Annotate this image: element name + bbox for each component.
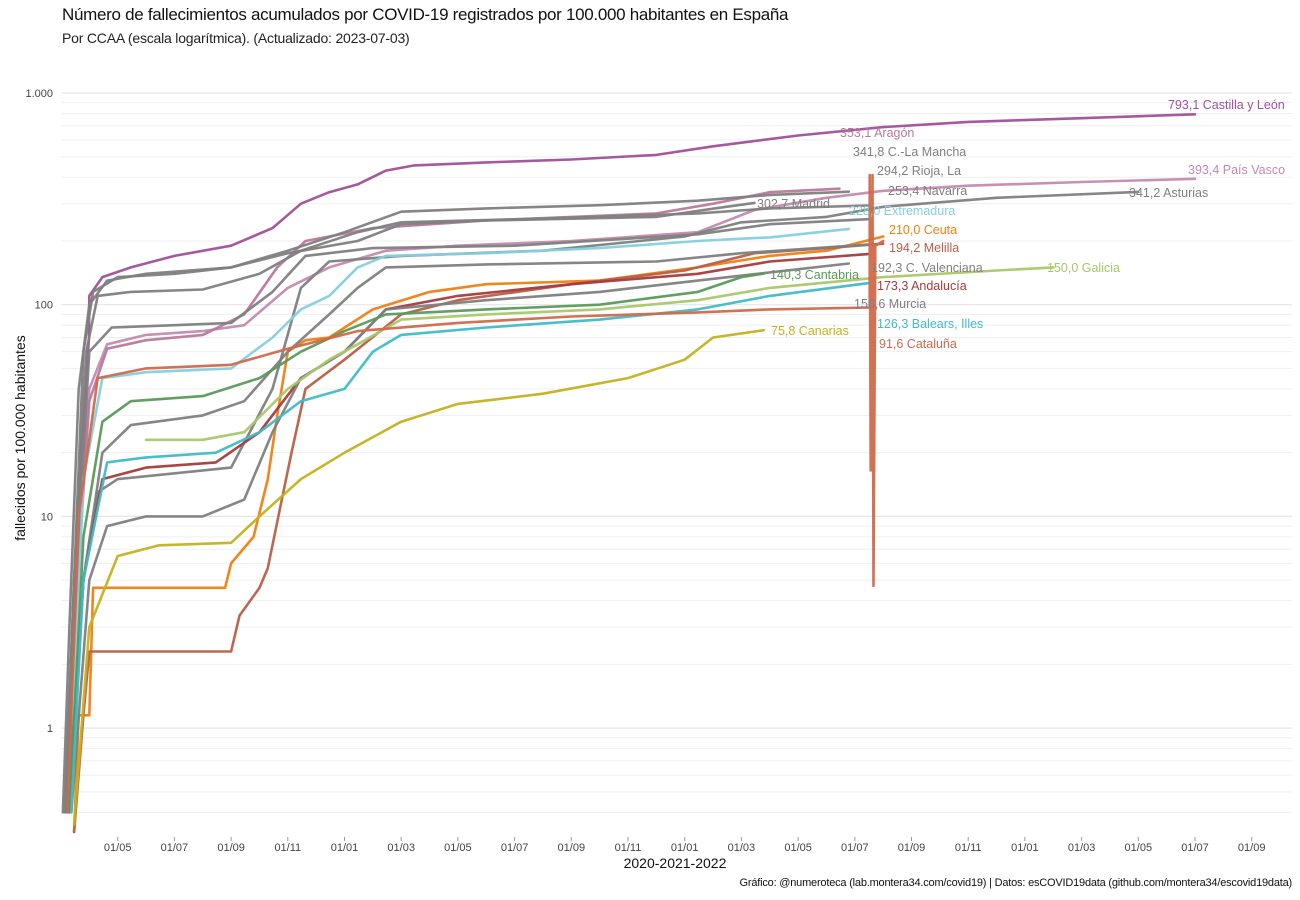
x-tick-label: 01/09 bbox=[558, 842, 586, 854]
x-axis: 01/05 01/07 01/09 01/11 01/01 01/03 01/05 01/07… bbox=[104, 837, 1266, 854]
x-tick-label: 01/07 bbox=[501, 842, 529, 854]
x-tick-label: 01/07 bbox=[1181, 842, 1209, 854]
series-line-ceuta bbox=[72, 235, 885, 834]
series-line-balears-illes bbox=[70, 281, 870, 814]
series-line-catalu-a bbox=[66, 173, 885, 814]
series-label: 393,4 País Vasco bbox=[1188, 163, 1285, 177]
series-label: 341,8 C.-La Mancha bbox=[853, 145, 966, 159]
series-label: 173,3 Andalucía bbox=[877, 279, 967, 293]
chart-title: Número de fallecimientos acumulados por … bbox=[62, 5, 789, 24]
series-label: 75,8 Canarias bbox=[771, 324, 849, 338]
series-line-madrid bbox=[61, 201, 756, 814]
series-line-navarra bbox=[64, 217, 870, 814]
y-tick-label: 10 bbox=[41, 511, 53, 523]
series-line-melilla bbox=[72, 242, 885, 834]
x-tick-label: 01/05 bbox=[1125, 842, 1153, 854]
x-tick-label: 01/09 bbox=[1238, 842, 1266, 854]
series-label: 126,3 Balears, Illes bbox=[877, 317, 983, 331]
x-tick-label: 01/09 bbox=[898, 842, 926, 854]
x-tick-label: 01/05 bbox=[104, 842, 132, 854]
series-label: 341,2 Asturias bbox=[1129, 186, 1208, 200]
y-axis: 1 10 100 1.000 bbox=[25, 88, 53, 735]
x-tick-label: 01/03 bbox=[728, 842, 756, 854]
series-label: 228,0 Extremadura bbox=[849, 204, 955, 218]
series-label: 294,2 Rioja, La bbox=[877, 164, 961, 178]
series-line-asturias bbox=[66, 190, 1140, 814]
x-tick-label: 01/11 bbox=[615, 842, 642, 854]
x-tick-label: 01/01 bbox=[1011, 842, 1039, 854]
series-label: 353,1 Aragón bbox=[840, 126, 914, 140]
series-line-c-valenciana bbox=[66, 243, 870, 814]
y-tick-label: 1 bbox=[47, 723, 53, 735]
series-line-cantabria bbox=[68, 272, 766, 814]
series-line-c-la-mancha bbox=[64, 190, 851, 814]
series-line-extremadura bbox=[68, 227, 851, 814]
series-label: 194,2 Melilla bbox=[889, 241, 959, 255]
chart-caption: Gráfico: @numeroteca (lab.montera34.com/… bbox=[739, 877, 1293, 889]
series-label: 140,3 Cantabria bbox=[770, 268, 859, 282]
series-lines bbox=[61, 113, 1197, 834]
x-tick-label: 01/01 bbox=[671, 842, 699, 854]
series-line-pa-s-vasco bbox=[64, 177, 1197, 794]
series-line-rioja-la bbox=[63, 204, 870, 814]
x-tick-label: 01/11 bbox=[274, 842, 301, 854]
x-tick-label: 01/05 bbox=[784, 842, 812, 854]
x-axis-label: 2020-2021-2022 bbox=[623, 855, 727, 871]
x-tick-label: 01/11 bbox=[955, 842, 982, 854]
series-label: 793,1 Castilla y León bbox=[1168, 98, 1285, 112]
x-tick-label: 01/03 bbox=[1068, 842, 1096, 854]
series-labels: 793,1 Castilla y León 393,4 País Vasco 353… bbox=[757, 98, 1285, 351]
series-line-murcia bbox=[70, 262, 851, 814]
x-tick-label: 01/07 bbox=[841, 842, 869, 854]
series-line-galicia bbox=[144, 266, 1055, 442]
series-label: 253,4 Navarra bbox=[888, 184, 967, 198]
y-tick-label: 1.000 bbox=[25, 88, 53, 100]
gridlines bbox=[61, 92, 1292, 813]
y-tick-label: 100 bbox=[35, 300, 53, 312]
series-label: 156,6 Murcia bbox=[854, 297, 926, 311]
series-label: 192,3 C. Valenciana bbox=[871, 261, 983, 275]
series-line-castilla-y-le-n bbox=[66, 113, 1197, 814]
x-tick-label: 01/03 bbox=[387, 842, 415, 854]
series-label: 91,6 Cataluña bbox=[879, 337, 957, 351]
x-tick-label: 01/07 bbox=[161, 842, 189, 854]
chart-subtitle: Por CCAA (escala logarítmica). (Actualiz… bbox=[62, 30, 410, 46]
series-label: 150,0 Galicia bbox=[1047, 261, 1120, 275]
series-label: 302,7 Madrid bbox=[757, 197, 830, 211]
series-line-arag-n bbox=[65, 187, 841, 794]
x-tick-label: 01/01 bbox=[331, 842, 359, 854]
x-tick-label: 01/05 bbox=[444, 842, 472, 854]
series-line-canarias bbox=[72, 328, 766, 826]
x-tick-label: 01/09 bbox=[217, 842, 245, 854]
series-label: 210,0 Ceuta bbox=[889, 223, 957, 237]
